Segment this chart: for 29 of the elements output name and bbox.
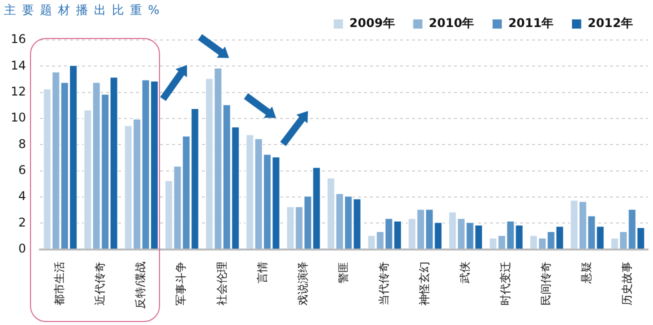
y-tick-label: 2 bbox=[18, 215, 26, 230]
y-tick-label: 16 bbox=[10, 32, 26, 46]
y-tick-label: 14 bbox=[10, 58, 26, 72]
x-tick-label: 神怪玄幻 bbox=[418, 261, 431, 306]
y-tick-label: 0 bbox=[18, 241, 26, 256]
x-tick-label: 武侠 bbox=[458, 261, 472, 284]
y-tick-label: 8 bbox=[18, 136, 26, 151]
x-tick-label: 言情 bbox=[256, 261, 269, 284]
x-tick-label: 当代传奇 bbox=[377, 261, 390, 306]
x-tick-label: 军事斗争 bbox=[174, 261, 188, 306]
x-tick-label: 警匪 bbox=[336, 261, 350, 284]
x-tick-label: 悬疑 bbox=[580, 261, 594, 284]
x-tick-label: 社会伦理 bbox=[215, 261, 228, 306]
x-tick-label: 反特/谍战 bbox=[134, 261, 148, 310]
legend-label: 2010年 bbox=[428, 16, 474, 30]
x-tick-label: 时代变迁 bbox=[498, 261, 512, 306]
x-tick-label: 民间传奇 bbox=[540, 261, 553, 306]
y-tick-label: 4 bbox=[18, 189, 26, 204]
y-tick-label: 6 bbox=[18, 162, 26, 177]
y-tick-label: 12 bbox=[10, 84, 26, 98]
legend-label: 2009年 bbox=[349, 16, 395, 30]
y-tick-label: 10 bbox=[10, 110, 26, 125]
x-tick-label: 历史故事 bbox=[620, 261, 634, 306]
x-tick-label: 都市生活 bbox=[53, 261, 66, 306]
x-tick-label: 戏说演绎 bbox=[296, 261, 310, 306]
legend-label: 2011年 bbox=[508, 16, 554, 30]
x-tick-label: 近代传奇 bbox=[94, 261, 107, 306]
chart-title: 主要题材播出比重% bbox=[4, 2, 166, 19]
legend-label: 2012年 bbox=[588, 16, 634, 30]
